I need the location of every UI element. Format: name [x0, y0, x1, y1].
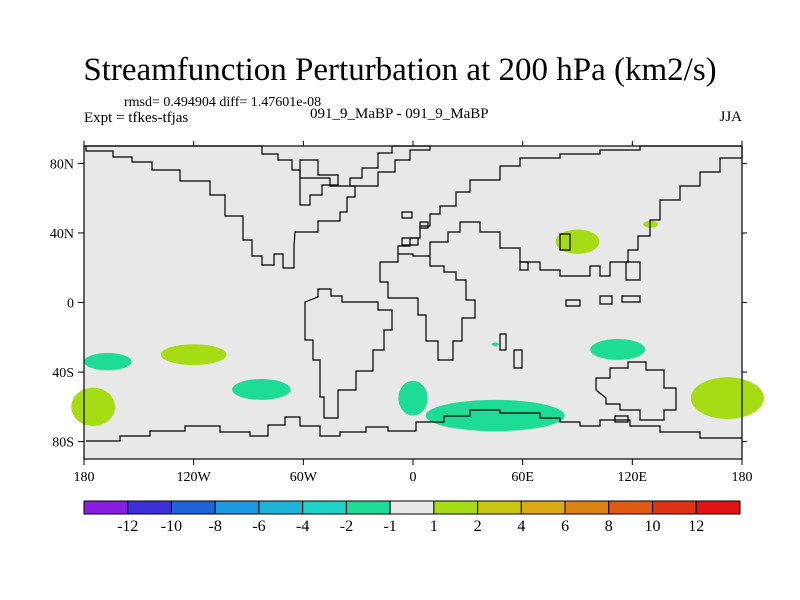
colorbar-box-2	[170, 500, 216, 515]
colorbar-label-13: 12	[688, 518, 704, 535]
colorbar-box-3	[214, 500, 260, 515]
y-tick-label-2: 0	[67, 297, 74, 312]
colorbar-label-5: -2	[340, 518, 353, 535]
colorbar-label-12: 10	[645, 518, 661, 535]
colorbar-box-8	[433, 500, 479, 515]
colorbar-box-6	[345, 500, 391, 515]
x-tick-label-3: 0	[410, 470, 417, 485]
colorbar-box-13	[652, 500, 697, 515]
colorbar-box-5	[302, 500, 347, 515]
x-tick-label-5: 120E	[618, 470, 648, 485]
colorbar-box-4	[258, 500, 304, 515]
anomaly-region-10	[491, 342, 499, 346]
colorbar-box-7	[389, 500, 435, 515]
anomaly-region-6	[232, 379, 291, 400]
colorbar-label-6: -1	[383, 518, 396, 535]
coastlines	[85, 145, 743, 442]
colorbar-box-11	[564, 500, 610, 515]
anomaly-region-5	[84, 352, 132, 371]
colorbar-label-7: 1	[430, 518, 438, 535]
colorbar-box-1	[127, 500, 172, 515]
anomaly-region-3	[71, 387, 116, 426]
y-tick-label-0: 80N	[50, 157, 74, 172]
y-tick-label-1: 40N	[50, 227, 74, 242]
colorbar-label-0: -12	[117, 518, 138, 535]
anomaly-region-7	[590, 339, 646, 360]
season-label: JJA	[719, 109, 742, 125]
colorbar-label-8: 2	[474, 518, 482, 535]
chart-title: Streamfunction Perturbation at 200 hPa (…	[83, 52, 717, 88]
colorbar-box-0	[83, 500, 129, 515]
x-tick-label-6: 180	[732, 470, 753, 485]
anomaly-region-0	[555, 229, 600, 254]
colorbar-label-4: -4	[296, 518, 309, 535]
x-tick-label-2: 60W	[290, 470, 318, 485]
colorbar-box-9	[477, 500, 522, 515]
anomaly-region-4	[690, 377, 764, 420]
anomaly-region-1	[643, 220, 658, 228]
colorbar-label-9: 4	[517, 518, 525, 535]
experiment-label: Expt = tfkes-tfjas	[84, 110, 189, 126]
colorbar-label-2: -8	[209, 518, 222, 535]
colorbar-box-10	[520, 500, 566, 515]
x-tick-label-0: 180	[74, 470, 95, 485]
anomaly-region-2	[160, 344, 227, 366]
x-tick-label-4: 60E	[511, 470, 534, 485]
anomaly-region-8	[425, 399, 565, 432]
anomaly-region-9	[398, 380, 428, 416]
x-tick-label-1: 120W	[177, 470, 212, 485]
rmsd-stats: rmsd= 0.494904 diff= 1.47601e-08	[124, 95, 322, 110]
colorbar-box-14	[695, 500, 741, 515]
colorbar-box-12	[608, 500, 654, 515]
colorbar-label-11: 8	[605, 518, 613, 535]
case-label: 091_9_MaBP - 091_9_MaBP	[310, 106, 489, 122]
y-tick-label-3: 40S	[52, 366, 74, 381]
colorbar-label-1: -10	[161, 518, 182, 535]
colorbar-label-10: 6	[561, 518, 569, 535]
y-tick-label-4: 80S	[52, 436, 74, 451]
colorbar-label-3: -6	[252, 518, 265, 535]
